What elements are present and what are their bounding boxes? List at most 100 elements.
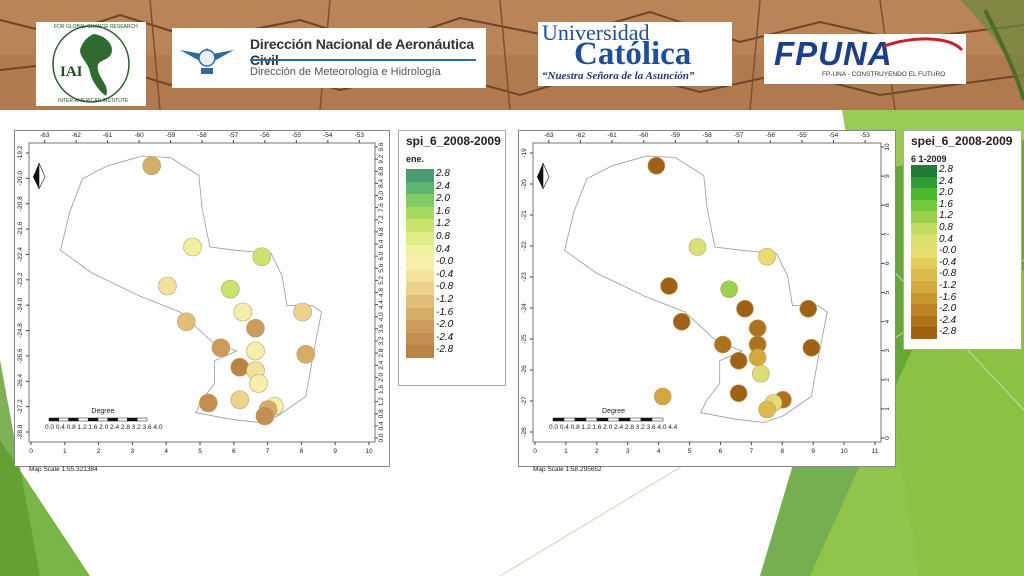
fpuna-logo: FPUNA FP-UNA - CONSTRUYENDO EL FUTURO (764, 34, 966, 84)
left-tick-label: -26 (521, 365, 528, 375)
legend-label: 2.0 (939, 187, 953, 199)
uc-line2: Católica (574, 36, 692, 72)
top-tick-label: -53 (860, 132, 870, 139)
bottom-tick-label: 6 (232, 448, 236, 455)
left-tick-label: -24.0 (17, 297, 24, 312)
bottom-tick-label: 6 (719, 448, 723, 455)
right-tick-label: 0.4 (378, 421, 385, 430)
station-marker (751, 364, 770, 383)
legend-label: -1.2 (939, 280, 957, 291)
bottom-tick-label: 4 (164, 448, 168, 455)
scale-bar-segment (117, 417, 128, 422)
uc-line1: Universidad (542, 20, 650, 45)
right-tick-label: 8.0 (378, 191, 385, 200)
bottom-tick-label: 10 (365, 448, 373, 455)
legend-label: -0.4 (939, 256, 957, 268)
right-tick-label: 0.0 (378, 433, 385, 442)
station-marker (230, 390, 250, 410)
top-tick-label: -57 (734, 132, 744, 139)
legend-swatch (406, 320, 434, 333)
top-tick-label: -56 (260, 132, 270, 139)
legend-label: -2.4 (436, 331, 454, 343)
top-tick-label: -63 (544, 132, 554, 139)
legend-label: 1.6 (939, 198, 953, 210)
left-tick-label: -26.4 (17, 373, 24, 388)
legend-swatch (911, 188, 937, 200)
bottom-tick-label: 4 (657, 448, 661, 455)
station-marker (233, 302, 253, 322)
legend-swatch (911, 315, 937, 328)
bottom-tick-label: 7 (750, 448, 754, 455)
station-marker (176, 312, 196, 332)
legend-swatch (406, 244, 434, 258)
legend-label: 2.4 (436, 180, 450, 192)
map-plot-area (28, 142, 376, 443)
station-marker (729, 384, 748, 403)
legend-label: 0.4 (436, 243, 450, 255)
legend-swatch (911, 176, 937, 189)
legend-swatch (911, 234, 937, 247)
top-tick-label: -62 (576, 132, 586, 139)
legend-label: -0.4 (436, 268, 454, 280)
iai-logo: IAI FOR GLOBAL CHANGE RESEARCH INTER-AME… (36, 22, 146, 106)
legend-label: -2.4 (939, 314, 957, 326)
spi-map-scale: Map Scale 1:55.321384 (29, 466, 98, 473)
left-tick-label: -21 (521, 210, 528, 220)
right-tick-label: 2.8 (378, 348, 385, 357)
dinac-subtitle: Dirección de Meteorología e Hidrología (250, 66, 441, 78)
right-tick-label: 8.4 (378, 178, 385, 187)
bottom-tick-label: 0 (533, 448, 537, 455)
station-marker (158, 276, 177, 296)
right-tick-label: 4.8 (378, 288, 385, 297)
left-tick-label: -23 (521, 272, 528, 282)
spei-legend: spei_6_2008-2009 6 1-2009 2.8 2.4 2.0 1.6 1.… (903, 130, 1022, 350)
legend-label: -0.8 (939, 268, 957, 280)
header-banner: IAI FOR GLOBAL CHANGE RESEARCH INTER-AME… (0, 0, 1024, 110)
right-tick-label: 3.6 (378, 324, 385, 333)
top-tick-label: -57 (229, 132, 239, 139)
legend-swatch (911, 304, 937, 316)
spi-legend-title: spi_6_2008-2009 (406, 134, 501, 148)
spei-legend-title: spei_6_2008-2009 (911, 134, 1013, 148)
station-marker (255, 406, 275, 426)
bottom-tick-label: 5 (198, 448, 202, 455)
scale-bar-segment (48, 417, 60, 422)
dinac-title: Dirección Nacional de Aeronáutica Civil (250, 36, 474, 68)
station-marker (296, 344, 316, 364)
scale-bar-segment (596, 417, 609, 422)
bottom-tick-label: 3 (626, 448, 630, 455)
station-marker (293, 302, 312, 322)
top-tick-label: -54 (829, 132, 839, 139)
station-marker (802, 338, 821, 357)
station-marker (246, 318, 265, 338)
station-marker (688, 238, 707, 256)
right-tick-label: 7 (884, 232, 891, 236)
scale-bar-segment (107, 417, 118, 422)
north-arrow-half (38, 162, 46, 190)
right-tick-label: 8 (884, 203, 891, 207)
legend-label: 1.6 (436, 205, 450, 217)
left-tick-label: -22.4 (17, 247, 24, 262)
right-tick-label: 10 (884, 143, 891, 151)
spi-map: -63 -62 -61 -60 -59 -58 -57 -56 -55 -54 -53 0 1 2 3 4 5 6… (14, 130, 390, 473)
top-tick-label: -62 (71, 132, 81, 139)
right-tick-label: 5.6 (378, 263, 385, 272)
bottom-tick-label: 1 (63, 448, 67, 455)
legend-swatch (406, 295, 434, 308)
legend-swatch (406, 257, 434, 270)
legend-swatch (911, 292, 937, 305)
right-tick-label: 2.0 (378, 372, 385, 381)
bottom-tick-label: 0 (29, 448, 33, 455)
spi-map-canvas: -63 -62 -61 -60 -59 -58 -57 -56 -55 -54 -53 0 1 2 3 4 5 6… (17, 132, 385, 455)
bottom-tick-label: 7 (266, 448, 270, 455)
left-tick-label: -20.8 (17, 196, 24, 211)
scale-bar-segment (97, 417, 109, 422)
right-tick-label: 9 (884, 174, 891, 178)
map-plot-area (532, 142, 882, 443)
scale-bar-segment (651, 417, 664, 422)
legend-label: -2.8 (436, 344, 454, 356)
bottom-tick-label: 2 (595, 448, 599, 455)
station-marker (672, 312, 691, 331)
right-tick-label: 4 (884, 319, 891, 323)
station-marker (748, 319, 767, 338)
